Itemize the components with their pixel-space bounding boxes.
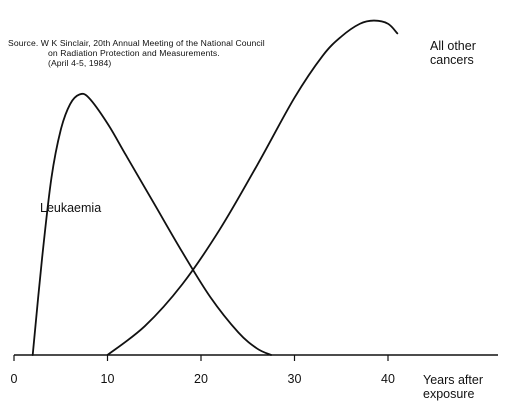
x-ticks: 0 10 20 30 40 [11, 355, 395, 386]
x-tick-label-10: 10 [101, 372, 115, 386]
series-layer [31, 19, 399, 356]
x-axis-title: Years after exposure [423, 373, 483, 401]
source-line-2: on Radiation Protection and Measurements… [48, 48, 220, 58]
series-label-all-other-cancers: All other cancers [430, 39, 476, 67]
x-axis-title-line-2: exposure [423, 387, 475, 401]
x-axis-title-line-1: Years after [423, 373, 483, 387]
source-note: Source. W K Sinclair, 20th Annual Meetin… [8, 38, 265, 68]
x-tick-label-0: 0 [11, 372, 18, 386]
x-tick-label-40: 40 [381, 372, 395, 386]
series-label-leukaemia: Leukaemia [40, 201, 102, 215]
series-line-all-other-cancers [106, 19, 399, 356]
series-line-leukaemia [31, 92, 273, 356]
source-line-1: Source. W K Sinclair, 20th Annual Meetin… [8, 38, 265, 48]
x-tick-label-30: 30 [288, 372, 302, 386]
x-tick-label-20: 20 [194, 372, 208, 386]
source-line-3: (April 4-5, 1984) [48, 58, 112, 68]
